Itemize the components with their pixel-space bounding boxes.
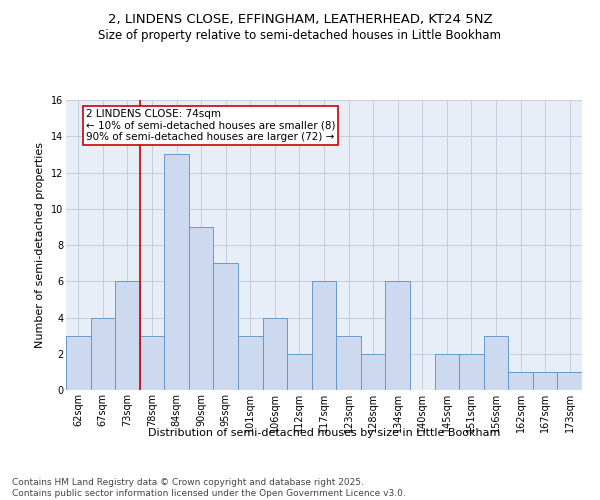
Text: 2 LINDENS CLOSE: 74sqm
← 10% of semi-detached houses are smaller (8)
90% of semi: 2 LINDENS CLOSE: 74sqm ← 10% of semi-det… (86, 109, 335, 142)
Bar (557, 372, 582, 390)
Bar (508, 372, 533, 390)
Bar (66, 336, 91, 390)
Bar (263, 318, 287, 390)
Bar (214, 263, 238, 390)
Bar (385, 281, 410, 390)
Bar (115, 281, 140, 390)
Bar (189, 227, 214, 390)
Bar (287, 354, 312, 390)
Bar (361, 354, 385, 390)
Bar (484, 336, 508, 390)
Bar (459, 354, 484, 390)
Bar (140, 336, 164, 390)
Bar (312, 281, 336, 390)
Bar (91, 318, 115, 390)
Text: Size of property relative to semi-detached houses in Little Bookham: Size of property relative to semi-detach… (98, 29, 502, 42)
Bar (164, 154, 189, 390)
Text: Distribution of semi-detached houses by size in Little Bookham: Distribution of semi-detached houses by … (148, 428, 500, 438)
Text: 2, LINDENS CLOSE, EFFINGHAM, LEATHERHEAD, KT24 5NZ: 2, LINDENS CLOSE, EFFINGHAM, LEATHERHEAD… (107, 12, 493, 26)
Bar (238, 336, 263, 390)
Bar (336, 336, 361, 390)
Text: Contains HM Land Registry data © Crown copyright and database right 2025.
Contai: Contains HM Land Registry data © Crown c… (12, 478, 406, 498)
Bar (533, 372, 557, 390)
Bar (434, 354, 459, 390)
Y-axis label: Number of semi-detached properties: Number of semi-detached properties (35, 142, 45, 348)
